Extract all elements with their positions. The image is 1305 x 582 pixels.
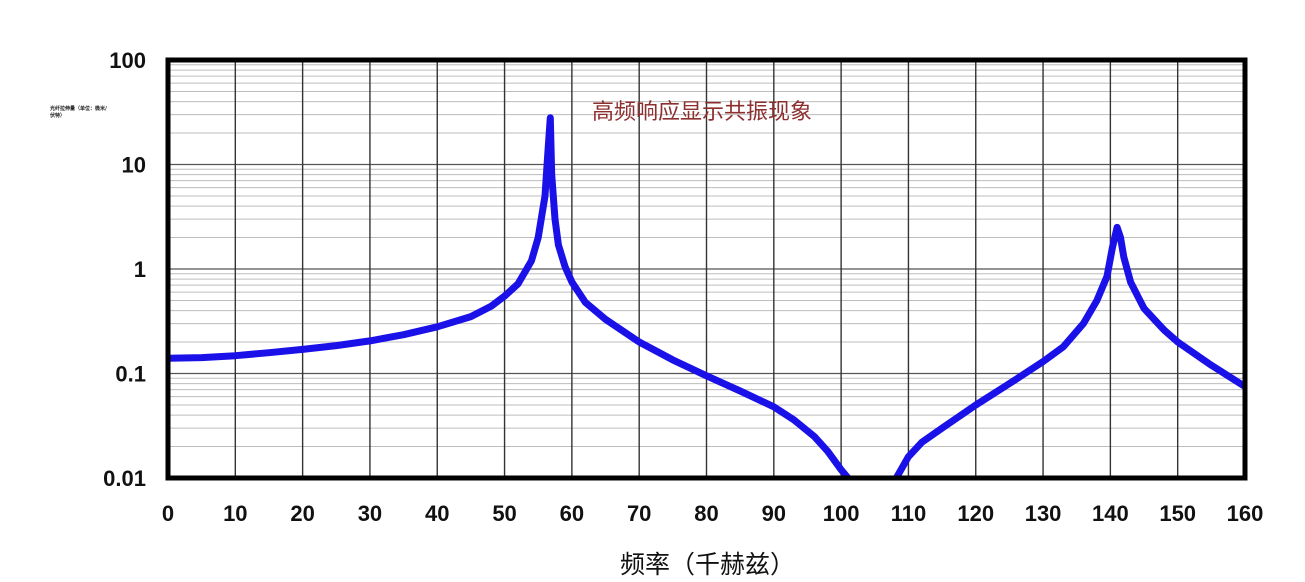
x-tick-label: 60	[560, 501, 584, 526]
y-axis-label: 光纤拉伸量（单位：微米/伏特）	[50, 106, 107, 119]
x-tick-label: 30	[358, 501, 382, 526]
x-tick-label: 140	[1092, 501, 1129, 526]
series-line	[892, 223, 1245, 478]
y-tick-label: 100	[109, 48, 146, 73]
y-tick-label: 10	[122, 153, 146, 178]
x-tick-label: 150	[1159, 501, 1196, 526]
y-tick-label: 0.01	[103, 466, 146, 491]
x-tick-label: 100	[823, 501, 860, 526]
x-tick-label: 40	[425, 501, 449, 526]
series-layer	[168, 114, 1245, 478]
x-tick-label: 130	[1025, 501, 1062, 526]
y-tick-labels: 100 10 1 0.1 0.01	[103, 48, 146, 491]
x-tick-label: 110	[891, 501, 927, 526]
y-tick-label: 1	[134, 257, 146, 282]
x-tick-label: 0	[162, 501, 174, 526]
x-tick-label: 120	[957, 501, 994, 526]
x-axis-label: 频率（千赫兹）	[619, 550, 795, 579]
x-tick-labels: 0 10 20 30 40 50 60 70 80 90 100 110 120 130 140 150 160	[162, 501, 1263, 526]
x-tick-label: 90	[762, 501, 786, 526]
x-tick-label: 20	[290, 501, 314, 526]
y-tick-label: 0.1	[115, 362, 146, 387]
x-tick-label: 50	[492, 501, 516, 526]
x-tick-label: 70	[627, 501, 651, 526]
plot-frame	[165, 57, 1248, 481]
series-line	[168, 114, 853, 478]
chart-annotation: 高频响应显示共振现象	[592, 100, 813, 125]
x-tick-label: 160	[1227, 501, 1264, 526]
x-tick-label: 10	[223, 501, 247, 526]
x-tick-label: 80	[694, 501, 718, 526]
